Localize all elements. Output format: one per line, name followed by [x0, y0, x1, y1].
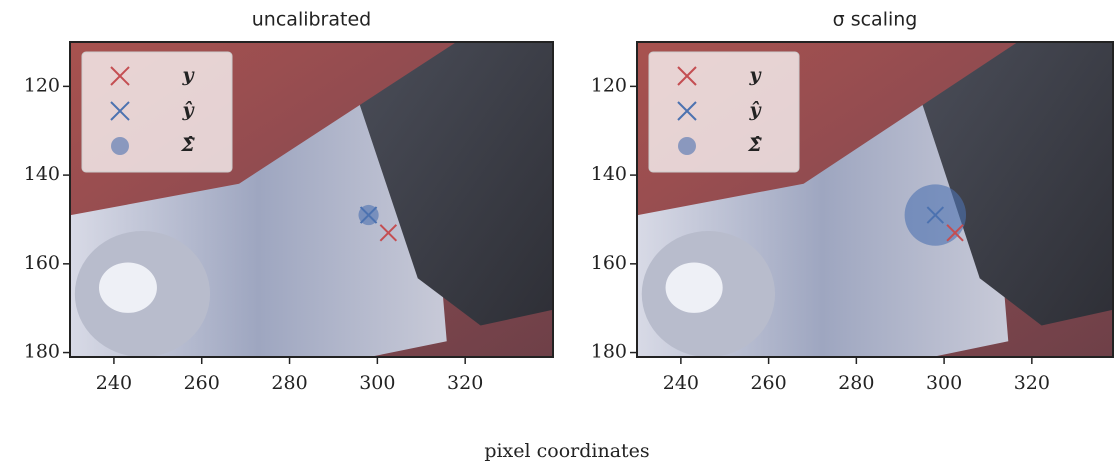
legend-label: ŷ — [181, 99, 195, 121]
background-image — [70, 42, 553, 357]
x-marker-stroke — [926, 206, 945, 224]
x-marker-stroke — [946, 224, 964, 242]
x-tick-label: 260 — [750, 372, 786, 394]
legend-marker-stroke — [677, 101, 697, 121]
legend-marker-stroke — [677, 66, 697, 86]
tool-dark — [359, 42, 553, 326]
x-tick-label: 320 — [447, 372, 483, 394]
background-image — [637, 42, 1113, 357]
x-tick-label: 300 — [359, 372, 395, 394]
legend-marker — [678, 137, 696, 155]
x-marker-stroke — [359, 206, 378, 224]
legend-box — [81, 51, 233, 173]
legend-label: Σ̂ — [747, 134, 762, 156]
x-marker — [379, 224, 398, 242]
legend-marker — [677, 101, 697, 121]
legend-box — [648, 51, 800, 173]
frame — [69, 41, 554, 358]
y-tick-label: 180 — [591, 341, 627, 363]
y-tick-label: 140 — [24, 163, 60, 185]
y-tick-label: 140 — [591, 163, 627, 185]
x-marker — [359, 206, 378, 224]
marks — [904, 184, 967, 246]
panel: σ scaling 240 260 280 300 320 120 140 160 180 yŷ Σ̂ — [591, 9, 1114, 394]
x-tick-label: 280 — [838, 372, 874, 394]
legend-marker — [677, 66, 697, 86]
legend-marker — [110, 101, 130, 121]
legend-marker-stroke — [110, 66, 130, 86]
legend-marker — [111, 137, 129, 155]
panel-title: σ scaling — [833, 9, 918, 31]
legend-label: Σ̂ — [180, 134, 195, 156]
x-tick-label: 240 — [96, 372, 132, 394]
x-tick-label: 260 — [184, 372, 220, 394]
legend-label: y — [748, 64, 762, 86]
panel: uncalibrated 240 260 280 300 320 120 140 160 180 y… — [24, 9, 554, 394]
y-tick-label: 120 — [591, 74, 627, 96]
y-tick-label: 160 — [591, 252, 627, 274]
legend-marker-stroke — [110, 101, 130, 121]
x-marker — [926, 206, 945, 224]
y-tick-label: 160 — [24, 252, 60, 274]
frame — [636, 41, 1114, 358]
x-tick-label: 320 — [1014, 372, 1050, 394]
tool-dark — [922, 42, 1113, 326]
legend: yŷ Σ̂ — [648, 51, 800, 173]
x-marker — [946, 224, 964, 242]
x-tick-label: 240 — [663, 372, 699, 394]
legend-label: ŷ — [748, 99, 762, 121]
tool-shine — [665, 262, 723, 313]
y-tick-label: 180 — [24, 341, 60, 363]
x-tick-label: 300 — [926, 372, 962, 394]
legend-marker — [110, 66, 130, 86]
panel-title: uncalibrated — [252, 9, 371, 31]
marks — [358, 204, 398, 242]
x-tick-label: 280 — [271, 372, 307, 394]
y-tick-label: 120 — [24, 74, 60, 96]
x-axis-label: pixel coordinates — [484, 440, 649, 462]
legend-label: y — [181, 64, 195, 86]
tool-shine — [98, 262, 157, 313]
x-marker-stroke — [379, 224, 398, 242]
legend: yŷ Σ̂ — [81, 51, 233, 173]
